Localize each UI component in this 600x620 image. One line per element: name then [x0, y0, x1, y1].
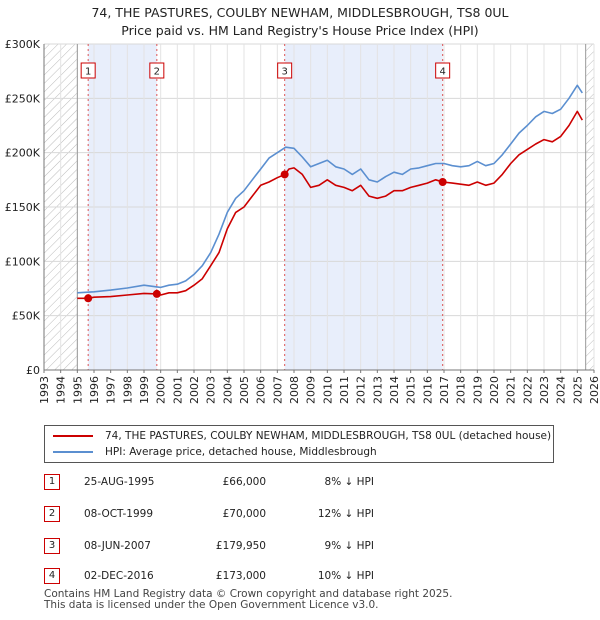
y-tick-label: £0: [26, 364, 40, 377]
x-tick-label: 2014: [388, 376, 401, 404]
sale-label-box: [435, 62, 451, 79]
sale-row: 1 25-AUG-1995 £66,000 8% ↓ HPI: [44, 472, 564, 492]
sale-number-badge: 1: [44, 474, 60, 490]
x-tick-label: 2004: [221, 376, 234, 404]
sale-price: £179,950: [215, 540, 266, 552]
legend: 74, THE PASTURES, COULBY NEWHAM, MIDDLES…: [44, 425, 554, 463]
x-tick-label: 2000: [155, 376, 168, 404]
sale-label: 4: [439, 67, 445, 78]
legend-swatch-hpi: [53, 451, 93, 453]
x-tick-label: 2011: [338, 376, 351, 404]
x-tick-label: 2015: [405, 376, 418, 404]
x-tick-label: 2002: [188, 376, 201, 404]
title-line-1: 74, THE PASTURES, COULBY NEWHAM, MIDDLES…: [91, 5, 509, 20]
x-tick-label: 2013: [371, 376, 384, 404]
y-tick-label: £50K: [12, 310, 41, 323]
legend-label-hpi: HPI: Average price, detached house, Midd…: [105, 446, 377, 458]
x-tick-label: 2012: [355, 376, 368, 404]
sale-price: £70,000: [222, 508, 266, 520]
x-tick-label: 2024: [555, 376, 568, 404]
sale-hpi-diff: 9% ↓ HPI: [324, 540, 374, 552]
x-tick-label: 2005: [238, 376, 251, 404]
y-tick-label: £250K: [5, 92, 41, 105]
x-tick-label: 2026: [588, 376, 600, 404]
x-tick-label: 2022: [521, 376, 534, 404]
sale-price: £173,000: [215, 570, 266, 582]
x-tick-label: 2001: [171, 376, 184, 404]
sale-label: 2: [154, 67, 160, 78]
sale-date: 08-OCT-1999: [84, 508, 153, 520]
sale-label: 3: [281, 67, 287, 78]
sale-date: 02-DEC-2016: [84, 570, 154, 582]
legend-item-property: 74, THE PASTURES, COULBY NEWHAM, MIDDLES…: [53, 428, 551, 444]
series-line-property: [77, 110, 583, 300]
chart-title: 74, THE PASTURES, COULBY NEWHAM, MIDDLES…: [0, 4, 600, 40]
legend-item-hpi: HPI: Average price, detached house, Midd…: [53, 444, 377, 460]
sale-date: 08-JUN-2007: [84, 540, 151, 552]
sale-number-badge: 3: [44, 538, 60, 554]
sale-row: 3 08-JUN-2007 £179,950 9% ↓ HPI: [44, 536, 564, 556]
sale-label-box: [149, 62, 165, 79]
sale-number-badge: 2: [44, 506, 60, 522]
x-tick-label: 1997: [105, 376, 118, 404]
y-tick-label: £100K: [5, 255, 41, 268]
y-tick-label: £300K: [5, 38, 41, 51]
y-tick-label: £150K: [5, 201, 41, 214]
sale-label: 1: [85, 67, 91, 78]
sale-point: [280, 170, 289, 179]
sale-label-box: [277, 62, 293, 79]
x-tick-label: 2007: [271, 376, 284, 404]
sale-point: [152, 289, 161, 298]
sale-point: [438, 178, 447, 187]
legend-swatch-property: [53, 435, 93, 437]
footer-copyright: Contains HM Land Registry data © Crown c…: [44, 588, 453, 600]
x-tick-label: 2019: [471, 376, 484, 404]
x-tick-label: 2020: [488, 376, 501, 404]
x-tick-label: 2010: [321, 376, 334, 404]
sale-date: 25-AUG-1995: [84, 476, 155, 488]
footer: Contains HM Land Registry data © Crown c…: [44, 589, 452, 611]
x-tick-label: 2017: [438, 376, 451, 404]
x-tick-label: 2018: [455, 376, 468, 404]
x-tick-label: 2025: [571, 376, 584, 404]
x-tick-label: 1995: [71, 376, 84, 404]
sale-row: 2 08-OCT-1999 £70,000 12% ↓ HPI: [44, 504, 564, 524]
y-tick-label: £200K: [5, 147, 41, 160]
legend-label-property: 74, THE PASTURES, COULBY NEWHAM, MIDDLES…: [105, 430, 552, 442]
sale-label-box: [80, 62, 96, 79]
x-tick-label: 1994: [55, 376, 68, 404]
x-tick-label: 1999: [138, 376, 151, 404]
price-chart: 1 2 3 4 £0 £50K £100K £150K £200K £250K £300K 1993…: [5, 38, 600, 404]
sale-number-badge: 4: [44, 568, 60, 584]
x-tick-label: 2006: [255, 376, 268, 404]
x-tick-label: 2003: [205, 376, 218, 404]
title-line-2: Price paid vs. HM Land Registry's House …: [121, 23, 479, 38]
x-tick-label: 2009: [305, 376, 318, 404]
x-tick-label: 2023: [538, 376, 551, 404]
x-tick-label: 2008: [288, 376, 301, 404]
x-tick-label: 2016: [421, 376, 434, 404]
sale-hpi-diff: 12% ↓ HPI: [317, 508, 374, 520]
sale-row: 4 02-DEC-2016 £173,000 10% ↓ HPI: [44, 566, 564, 586]
footer-licence: This data is licensed under the Open Gov…: [44, 599, 379, 611]
sale-point: [84, 294, 93, 303]
series-line-hpi: [77, 84, 583, 294]
x-tick-label: 1996: [88, 376, 101, 404]
sale-price: £66,000: [222, 476, 266, 488]
x-tick-label: 2021: [505, 376, 518, 404]
sale-hpi-diff: 10% ↓ HPI: [317, 570, 374, 582]
x-tick-label: 1993: [38, 376, 51, 404]
sale-hpi-diff: 8% ↓ HPI: [324, 476, 374, 488]
x-tick-label: 1998: [121, 376, 134, 404]
